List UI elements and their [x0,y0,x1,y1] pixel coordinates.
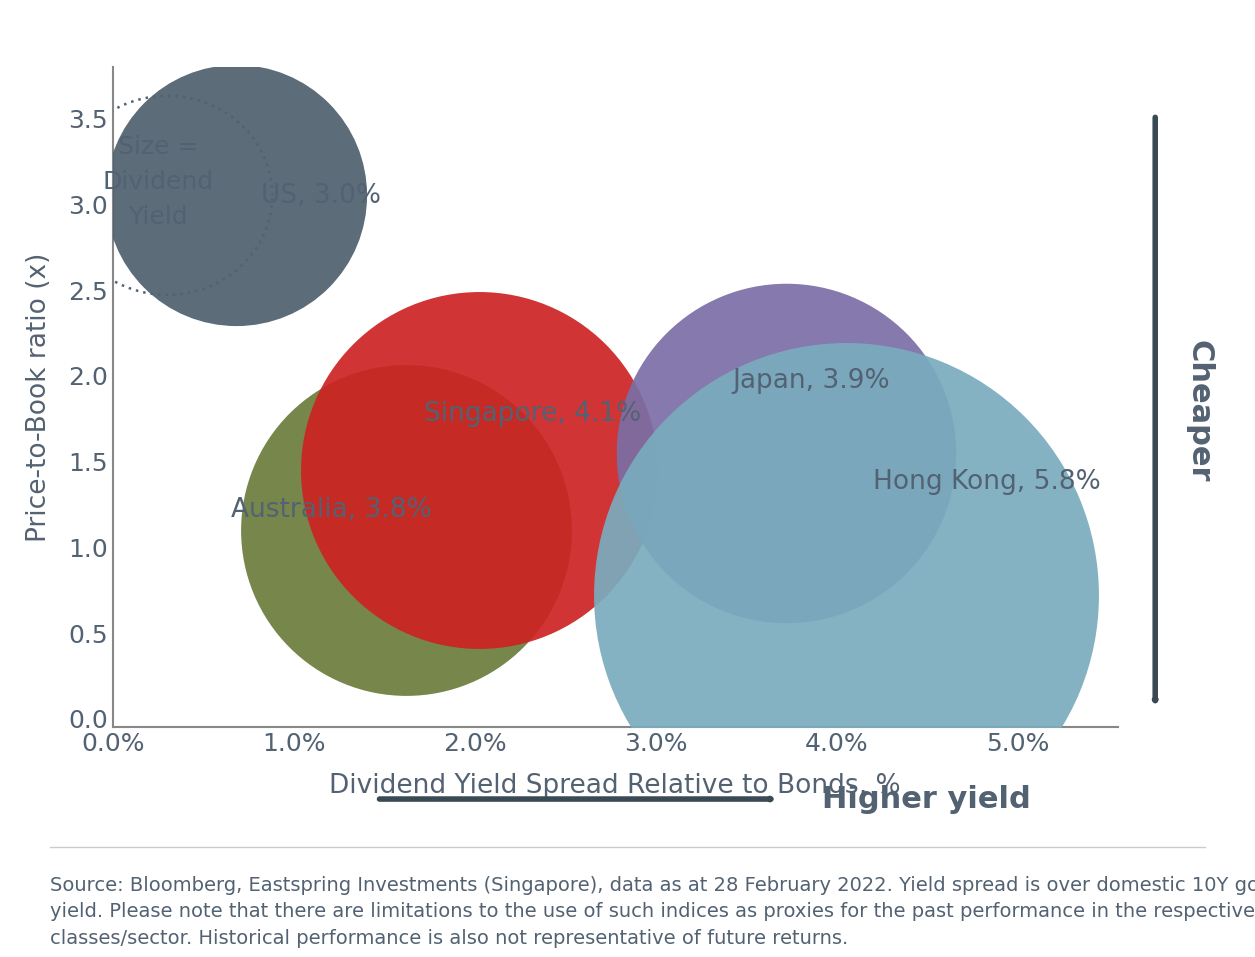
Text: Size =
Dividend
Yield: Size = Dividend Yield [103,135,213,230]
Point [468,462,488,478]
Text: Cheaper: Cheaper [1183,341,1214,482]
Text: Hong Kong, 5.8%: Hong Kong, 5.8% [872,469,1101,495]
Text: Higher yield: Higher yield [822,785,1030,813]
Text: Source: Bloomberg, Eastspring Investments (Singapore), data as at 28 February 20: Source: Bloomberg, Eastspring Investment… [50,876,1255,947]
Text: Australia, 3.8%: Australia, 3.8% [231,497,432,523]
X-axis label: Dividend Yield Spread Relative to Bonds, %: Dividend Yield Spread Relative to Bonds,… [329,773,901,799]
Text: Japan, 3.9%: Japan, 3.9% [732,367,890,394]
Text: US, 3.0%: US, 3.0% [261,183,382,209]
Point [776,445,796,460]
Y-axis label: Price-to-Book ratio (x): Price-to-Book ratio (x) [25,253,51,542]
Point [836,588,856,603]
Text: Singapore, 4.1%: Singapore, 4.1% [424,400,641,427]
Point [226,188,246,203]
Point [397,523,417,538]
